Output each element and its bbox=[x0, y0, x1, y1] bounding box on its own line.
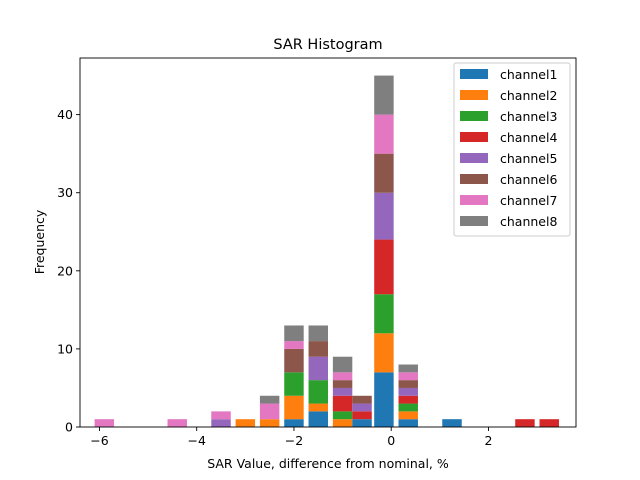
bar-channel5-bin-10 bbox=[398, 387, 418, 396]
legend-label-channel2: channel2 bbox=[500, 88, 557, 103]
y-axis-label: Frequency bbox=[32, 209, 47, 274]
y-axis-ticks: 0 10 20 30 40 bbox=[57, 107, 80, 435]
bar-channel6-bin-5 bbox=[284, 348, 304, 373]
bar-channel2-bin-5 bbox=[284, 395, 304, 420]
bar-channel7-bin-0 bbox=[94, 419, 115, 427]
bar-channel8-bin-5 bbox=[284, 325, 304, 342]
legend-swatch-channel2 bbox=[460, 90, 488, 100]
bar-channel8-bin-7 bbox=[332, 356, 353, 373]
y-tick-label: 0 bbox=[65, 420, 73, 435]
bar-channel8-bin-10 bbox=[398, 364, 418, 373]
y-tick-label: 20 bbox=[57, 263, 73, 278]
bar-channel7-bin-1 bbox=[167, 419, 187, 427]
legend-swatch-channel7 bbox=[460, 195, 488, 205]
bar-channel5-bin-8 bbox=[352, 403, 372, 412]
bar-channel8-bin-9 bbox=[374, 75, 394, 115]
bar-channel3-bin-9 bbox=[374, 294, 394, 334]
bar-channel2-bin-7 bbox=[332, 419, 353, 427]
bar-channel5-bin-9 bbox=[374, 192, 394, 240]
bar-channel7-bin-9 bbox=[374, 114, 394, 154]
bar-channel2-bin-9 bbox=[374, 333, 394, 373]
bar-channel1-bin-6 bbox=[308, 411, 328, 427]
legend-swatch-channel1 bbox=[460, 69, 488, 79]
bar-channel8-bin-6 bbox=[308, 325, 328, 342]
legend-swatch-channel6 bbox=[460, 174, 488, 184]
bar-channel7-bin-4 bbox=[259, 403, 280, 420]
bar-channel3-bin-10 bbox=[398, 403, 418, 412]
bar-channel6-bin-6 bbox=[308, 341, 328, 357]
bar-channel2-bin-3 bbox=[235, 419, 256, 427]
chart-title: SAR Histogram bbox=[273, 37, 382, 53]
bar-channel4-bin-7 bbox=[332, 395, 353, 412]
bar-channel6-bin-9 bbox=[374, 153, 394, 193]
legend-label-channel1: channel1 bbox=[500, 67, 557, 82]
bar-channel2-bin-4 bbox=[259, 419, 280, 427]
bar-channel2-bin-10 bbox=[398, 411, 418, 420]
bar-channel3-bin-6 bbox=[308, 380, 328, 404]
x-axis-label: SAR Value, difference from nominal, % bbox=[207, 456, 449, 471]
bar-channel6-bin-10 bbox=[398, 380, 418, 388]
bar-channel5-bin-6 bbox=[308, 356, 328, 381]
x-axis-ticks: −6 −4 −2 0 2 bbox=[90, 427, 492, 448]
bar-channel6-bin-7 bbox=[332, 380, 353, 388]
legend-label-channel5: channel5 bbox=[500, 151, 557, 166]
bar-channel6-bin-8 bbox=[352, 395, 372, 404]
bar-channel4-bin-13 bbox=[539, 419, 559, 427]
bar-channel4-bin-9 bbox=[374, 239, 394, 295]
bar-channel5-bin-2 bbox=[211, 419, 231, 427]
legend-label-channel3: channel3 bbox=[500, 109, 557, 124]
legend-swatch-channel4 bbox=[460, 132, 488, 142]
bar-channel3-bin-7 bbox=[332, 411, 353, 420]
y-tick-label: 40 bbox=[57, 107, 73, 122]
x-tick-label: −2 bbox=[285, 433, 303, 448]
legend-swatch-channel8 bbox=[460, 216, 488, 226]
x-tick-label: −6 bbox=[90, 433, 108, 448]
bar-stacks bbox=[94, 75, 559, 427]
bar-channel4-bin-10 bbox=[398, 395, 418, 404]
x-tick-label: −4 bbox=[187, 433, 205, 448]
plot-frame bbox=[79, 57, 577, 428]
legend-label-channel4: channel4 bbox=[500, 130, 557, 145]
legend: channel1 channel2 channel3 channel4 channel5… bbox=[453, 62, 571, 237]
bar-channel8-bin-4 bbox=[259, 395, 280, 404]
bar-channel7-bin-7 bbox=[332, 372, 353, 381]
legend-label-channel6: channel6 bbox=[500, 172, 557, 187]
bar-channel5-bin-7 bbox=[332, 387, 353, 396]
bar-channel1-bin-11 bbox=[442, 419, 462, 427]
legend-swatch-channel5 bbox=[460, 153, 488, 163]
bar-channel1-bin-10 bbox=[398, 419, 418, 427]
y-tick-label: 30 bbox=[57, 185, 73, 200]
bar-channel1-bin-5 bbox=[284, 419, 304, 427]
legend-label-channel8: channel8 bbox=[500, 214, 557, 229]
x-tick-label: 0 bbox=[387, 433, 395, 448]
y-tick-label: 10 bbox=[57, 341, 73, 356]
bar-channel7-bin-2 bbox=[211, 411, 231, 420]
legend-swatch-channel3 bbox=[460, 111, 488, 121]
bar-channel7-bin-10 bbox=[398, 372, 418, 381]
bar-channel4-bin-12 bbox=[515, 419, 535, 427]
bar-channel7-bin-5 bbox=[284, 341, 304, 349]
legend-label-channel7: channel7 bbox=[500, 193, 557, 208]
bar-channel2-bin-6 bbox=[308, 403, 328, 412]
bar-channel3-bin-5 bbox=[284, 372, 304, 396]
bar-channel4-bin-8 bbox=[352, 411, 372, 420]
legend-box bbox=[453, 62, 571, 237]
bar-channel1-bin-8 bbox=[352, 419, 372, 427]
x-tick-label: 2 bbox=[484, 433, 492, 448]
bar-channel1-bin-9 bbox=[374, 372, 394, 427]
